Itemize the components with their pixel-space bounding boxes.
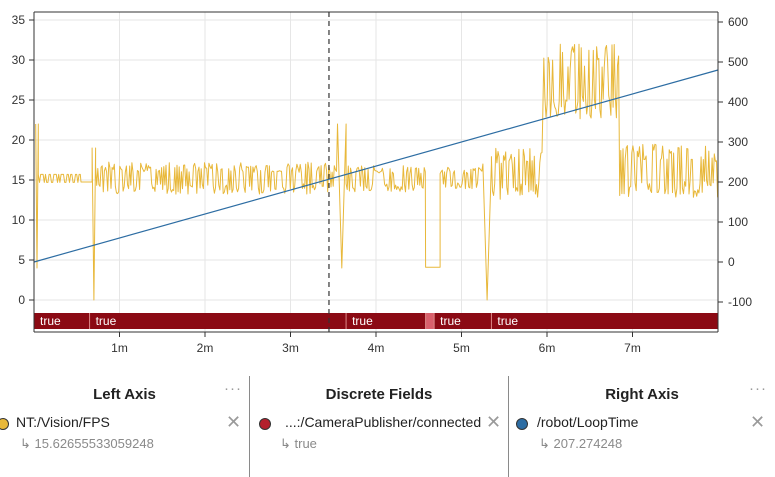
field-color-dot — [0, 418, 9, 430]
left-tick-label: 15 — [12, 173, 26, 187]
field-name: /robot/LoopTime — [537, 414, 639, 430]
field-name: ...:/CameraPublisher/connected — [285, 414, 482, 430]
field-name: NT:/Vision/FPS — [16, 414, 110, 430]
chart-grid — [34, 12, 718, 332]
close-icon[interactable]: ✕ — [486, 412, 502, 432]
field-value: ↳ true — [280, 436, 317, 452]
x-tick-label: 6m — [539, 341, 556, 355]
x-tick-label: 2m — [197, 341, 214, 355]
right-tick-label: 200 — [728, 175, 748, 189]
right-tick-label: 0 — [728, 255, 735, 269]
discrete-segment — [89, 313, 347, 329]
discrete-segment — [425, 313, 435, 329]
right-tick-label: 400 — [728, 95, 748, 109]
discrete-segment-label: true — [40, 314, 61, 328]
series-fps — [35, 43, 719, 301]
right-tick-label: -100 — [728, 295, 752, 309]
x-tick-label: 7m — [624, 341, 641, 355]
left-axis-field[interactable]: NT:/Vision/FPS ✕ ↳ 15.62655533059248 — [0, 412, 249, 458]
left-tick-label: 25 — [12, 93, 26, 107]
discrete-segment — [34, 313, 90, 329]
x-tick-label: 5m — [453, 341, 470, 355]
field-color-dot — [259, 418, 271, 430]
more-dots-icon[interactable]: ··· — [224, 380, 242, 397]
right-axis-panel: Right Axis ··· /robot/LoopTime ✕ ↳ 207.2… — [509, 376, 775, 477]
left-tick-label: 10 — [12, 213, 26, 227]
close-icon[interactable]: ✕ — [226, 412, 242, 432]
field-value: ↳ 15.62655533059248 — [20, 436, 154, 452]
discrete-segment-label: true — [352, 314, 373, 328]
right-tick-label: 300 — [728, 135, 748, 149]
right-tick-label: 100 — [728, 215, 748, 229]
discrete-segment-label: true — [96, 314, 117, 328]
close-icon[interactable]: ✕ — [750, 412, 766, 432]
left-tick-label: 30 — [12, 53, 26, 67]
axis-panels: Left Axis ··· NT:/Vision/FPS ✕ ↳ 15.6265… — [0, 376, 775, 477]
series-looptime — [33, 69, 719, 263]
panel-divider — [508, 376, 509, 477]
panel-divider — [249, 376, 250, 477]
field-value-text: 207.274248 — [553, 436, 623, 451]
x-tick-label: 4m — [368, 341, 385, 355]
discrete-segment — [491, 313, 718, 329]
right-axis-title: Right Axis — [605, 386, 679, 403]
left-tick-label: 20 — [12, 133, 26, 147]
right-tick-label: 600 — [728, 15, 748, 29]
left-tick-label: 0 — [18, 293, 25, 307]
discrete-panel: Discrete Fields ...:/CameraPublisher/con… — [250, 376, 508, 477]
return-arrow-icon: ↳ — [20, 436, 35, 451]
line-chart[interactable]: true true true true true 0 5 10 15 20 25 30 35 1m 2m 3… — [0, 0, 775, 370]
discrete-segment-label: true — [440, 314, 461, 328]
field-value-text: 15.62655533059248 — [34, 436, 154, 451]
field-value: ↳ 207.274248 — [539, 436, 622, 452]
field-color-dot — [516, 418, 528, 430]
right-tick-label: 500 — [728, 55, 748, 69]
left-axis-panel: Left Axis ··· NT:/Vision/FPS ✕ ↳ 15.6265… — [0, 376, 249, 477]
discrete-title: Discrete Fields — [325, 386, 433, 403]
x-tick-label: 3m — [282, 341, 299, 355]
discrete-segment — [346, 313, 426, 329]
discrete-field[interactable]: ...:/CameraPublisher/connected ✕ ↳ true — [250, 412, 508, 458]
left-axis-title: Left Axis — [93, 386, 156, 403]
left-tick-label: 35 — [12, 13, 26, 27]
field-value-text: true — [294, 436, 317, 451]
return-arrow-icon: ↳ — [280, 436, 295, 451]
fps-line — [35, 43, 719, 301]
discrete-segment-label: true — [497, 314, 518, 328]
more-dots-icon[interactable]: ··· — [749, 380, 767, 397]
return-arrow-icon: ↳ — [539, 436, 554, 451]
chart-axes: 0 5 10 15 20 25 30 35 1m 2m 3m 4m 5m 6m 7m -100 0 100 200 3… — [12, 11, 752, 355]
x-tick-label: 1m — [111, 341, 128, 355]
discrete-bar: true true true true true — [33, 313, 718, 329]
looptime-line — [33, 69, 719, 263]
discrete-segment — [434, 313, 492, 329]
left-tick-label: 5 — [18, 253, 25, 267]
right-axis-field[interactable]: /robot/LoopTime ✕ ↳ 207.274248 — [509, 412, 775, 458]
